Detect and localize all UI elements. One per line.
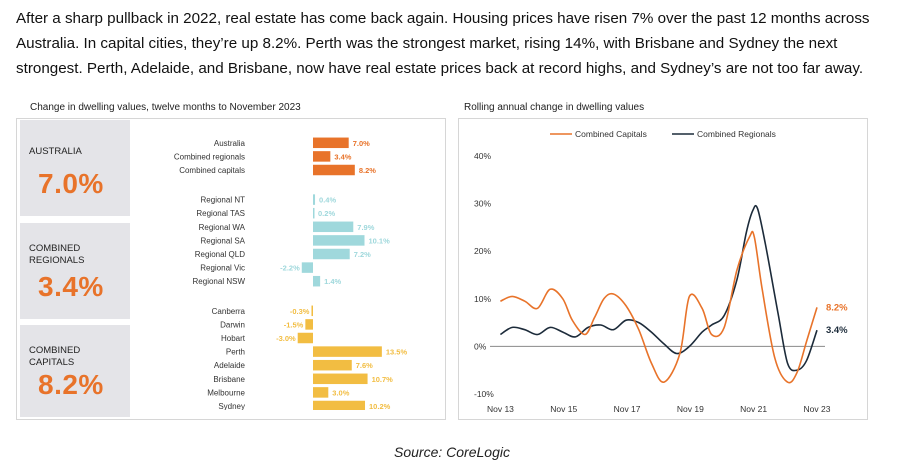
bar-category-label: Regional WA (199, 223, 246, 232)
bar-value-label: 13.5% (386, 348, 408, 357)
series-line (500, 230, 818, 384)
bar-value-label: 7.6% (356, 361, 373, 370)
bar (313, 275, 321, 287)
bar-category-label: Regional QLD (195, 250, 245, 259)
bar-value-label: 8.2% (359, 166, 376, 175)
bar (313, 137, 349, 149)
bar-category-label: Regional NT (201, 196, 246, 205)
line-chart: -10% 0% 10% 20% 30% 40% Nov 13 Nov 15 Nov 17 Nov … (474, 129, 848, 414)
source-caption: Source: CoreLogic (394, 444, 510, 460)
x-tick-label: Nov 23 (803, 404, 830, 414)
bar (305, 319, 313, 330)
bar-value-label: -0.3% (290, 307, 310, 316)
kpi-card-combined-capitals: COMBINED CAPITALS 8.2% (20, 325, 130, 417)
bar (313, 151, 331, 162)
bar-category-label: Hobart (221, 334, 246, 343)
bar-value-label: -3.0% (276, 334, 296, 343)
bar-category-label: Canberra (212, 307, 246, 316)
bar (313, 248, 350, 260)
kpi-label: COMBINED CAPITALS (29, 345, 81, 368)
bar-category-label: Sydney (218, 402, 245, 410)
x-tick-label: Nov 13 (487, 404, 514, 414)
series-line (499, 204, 818, 372)
bar-category-label: Adelaide (214, 361, 246, 370)
kpi-label: AUSTRALIA (29, 146, 82, 157)
bar (313, 194, 316, 205)
x-tick-label: Nov 19 (677, 404, 704, 414)
y-tick-label: -10% (474, 389, 494, 399)
bar-category-label: Combined capitals (179, 166, 245, 175)
bar-chart-frame (16, 118, 446, 420)
bar-value-label: 3.4% (334, 152, 351, 161)
bar (313, 346, 382, 357)
kpi-card-combined-regionals: COMBINED REGIONALS 3.4% (20, 223, 130, 319)
y-tick-label: 0% (474, 341, 487, 351)
legend-label: Combined Regionals (697, 129, 776, 139)
bar-value-label: 7.2% (354, 250, 371, 259)
bar-value-label: 0.4% (319, 196, 336, 205)
bar-value-label: 10.7% (372, 375, 394, 384)
bar-category-label: Darwin (220, 320, 245, 329)
bar-value-label: 10.1% (369, 236, 391, 245)
bar-category-label: Australia (214, 139, 246, 148)
y-tick-label: 40% (474, 151, 491, 161)
kpi-label: COMBINED REGIONALS (29, 243, 85, 266)
bar (313, 235, 365, 246)
bar (301, 262, 313, 273)
bar (313, 387, 329, 398)
kpi-value: 8.2% (38, 369, 104, 400)
bar-value-label: 10.2% (369, 402, 391, 410)
y-tick-label: 20% (474, 246, 491, 256)
bar-category-label: Combined regionals (174, 152, 245, 161)
bar (313, 373, 368, 385)
bar (297, 332, 313, 344)
bar (313, 359, 352, 371)
kpi-value: 7.0% (38, 168, 104, 199)
bar-value-label: 7.9% (357, 223, 374, 232)
line-chart-frame (458, 118, 868, 420)
y-tick-label: 10% (474, 294, 491, 304)
bar-category-label: Melbourne (207, 388, 245, 397)
intro-paragraph: After a sharp pullback in 2022, real est… (16, 10, 870, 77)
x-tick-label: Nov 15 (550, 404, 577, 414)
legend-label: Combined Capitals (575, 129, 647, 139)
bar (313, 221, 354, 233)
bar-category-label: Brisbane (213, 375, 245, 384)
bar (311, 305, 313, 317)
bar-chart-title: Change in dwelling values, twelve months… (30, 102, 301, 113)
bar-category-label: Perth (226, 348, 245, 357)
x-tick-label: Nov 21 (740, 404, 767, 414)
bar (313, 164, 355, 176)
kpi-card-australia: AUSTRALIA 7.0% (20, 120, 130, 216)
x-tick-label: Nov 17 (614, 404, 641, 414)
bar-category-label: Regional NSW (193, 277, 246, 286)
bar-category-label: Regional TAS (196, 209, 245, 218)
bar-value-label: 0.2% (318, 209, 335, 218)
bar-value-label: -2.2% (280, 264, 300, 273)
bar-category-label: Regional SA (201, 236, 246, 245)
series-end-label: 3.4% (826, 325, 848, 336)
bar-value-label: 1.4% (324, 277, 341, 286)
bar-value-label: -1.5% (284, 320, 304, 329)
kpi-value: 3.4% (38, 271, 104, 302)
series-end-label: 8.2% (826, 302, 848, 313)
bar-value-label: 3.0% (332, 388, 349, 397)
bar-category-label: Regional Vic (200, 264, 245, 273)
bar (313, 400, 366, 410)
bar-chart: Australia 7.0% Combined regionals 3.4% Combi… (174, 137, 408, 410)
y-tick-label: 30% (474, 199, 491, 209)
line-chart-title: Rolling annual change in dwelling values (464, 102, 645, 113)
bar (313, 207, 315, 219)
bar-value-label: 7.0% (353, 139, 370, 148)
